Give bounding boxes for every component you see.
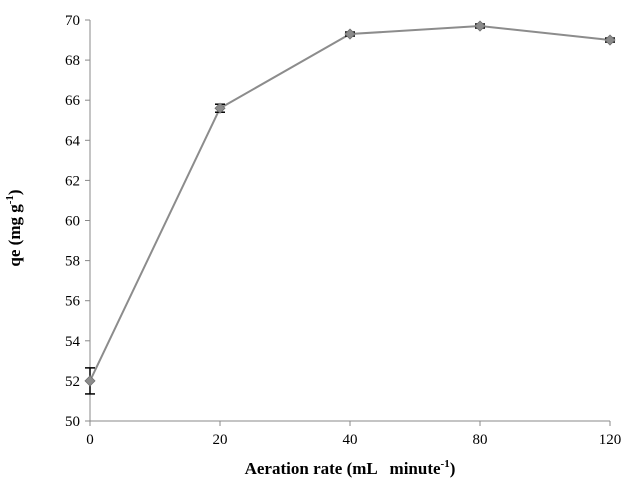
y-tick-label: 52 [65,374,80,390]
x-tick-label: 120 [599,432,622,448]
y-tick-label: 64 [65,133,81,149]
x-axis-title-main: Aeration rate (mL minute [245,459,441,478]
data-point [214,102,226,114]
data-point [604,34,616,46]
y-axis-title: qe (mg g-1) [4,189,24,266]
x-axis-title-end: ) [450,459,456,478]
x-tick-label: 0 [86,432,94,448]
y-tick-label: 62 [65,173,80,189]
y-tick-label: 54 [65,334,81,350]
y-tick-label: 70 [65,13,80,29]
x-tick-label: 80 [473,432,488,448]
y-axis-title-main: qe (mg g [5,204,24,267]
y-axis-title-end: ) [5,189,24,195]
data-point [474,20,486,32]
series-line [89,25,611,382]
y-axis-title-sup: -1 [4,195,16,204]
y-tick-label: 58 [65,254,80,270]
x-tick-label: 40 [343,432,358,448]
y-tick-label: 66 [65,93,81,109]
x-tick-label: 20 [213,432,228,448]
data-point [344,28,356,40]
x-axis-title-sup: -1 [441,458,450,470]
x-axis-title: Aeration rate (mL minute-1) [245,458,456,478]
y-tick-label: 68 [65,53,80,69]
y-tick-label: 50 [65,414,80,430]
y-tick-label: 56 [65,294,81,310]
data-point [84,375,96,387]
series-layer [84,20,616,395]
axes: 50 52 54 56 58 60 62 64 66 68 70 0 20 40 80 120 [65,13,621,448]
y-tick-label: 60 [65,214,80,230]
